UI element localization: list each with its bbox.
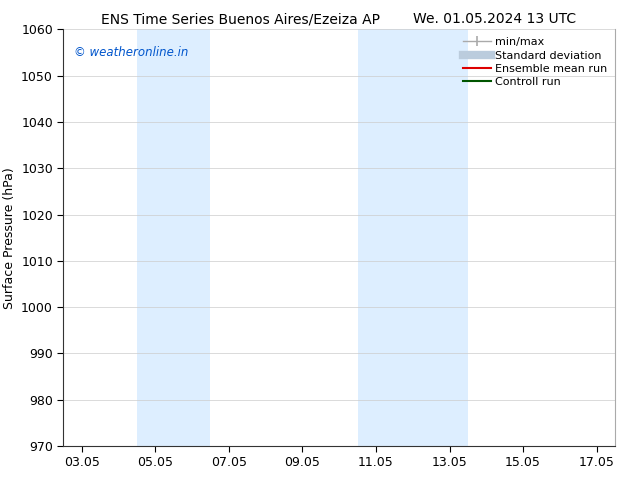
Bar bbox=[358, 29, 468, 446]
Y-axis label: Surface Pressure (hPa): Surface Pressure (hPa) bbox=[3, 167, 16, 309]
Text: We. 01.05.2024 13 UTC: We. 01.05.2024 13 UTC bbox=[413, 12, 576, 26]
Legend: min/max, Standard deviation, Ensemble mean run, Controll run: min/max, Standard deviation, Ensemble me… bbox=[458, 33, 612, 92]
Bar bbox=[137, 29, 210, 446]
Text: © weatheronline.in: © weatheronline.in bbox=[74, 46, 189, 59]
Text: ENS Time Series Buenos Aires/Ezeiza AP: ENS Time Series Buenos Aires/Ezeiza AP bbox=[101, 12, 380, 26]
